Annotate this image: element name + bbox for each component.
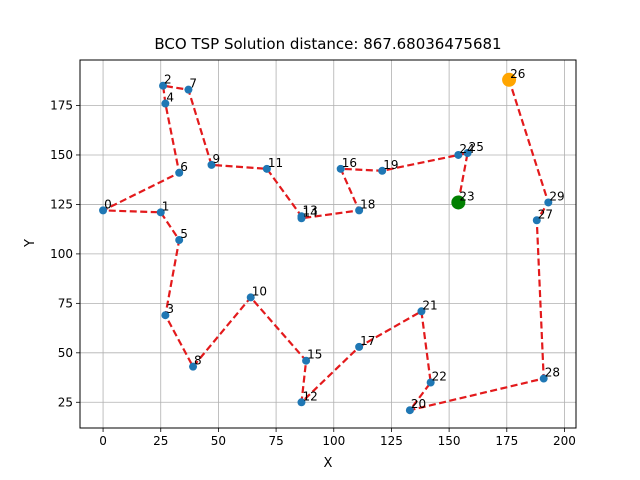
chart-title: BCO TSP Solution distance: 867.680364756… <box>154 35 501 53</box>
city-point-11 <box>262 164 271 173</box>
city-label-12: 12 <box>302 389 317 403</box>
x-axis-ticks: 0 25 50 75 100 125 150 175 200 <box>99 428 576 448</box>
city-label-28: 28 <box>545 366 560 380</box>
city-label-2: 2 <box>164 73 172 87</box>
y-tick-label: 175 <box>50 99 73 113</box>
city-label-6: 6 <box>180 160 188 174</box>
city-point-17 <box>355 342 364 351</box>
city-label-16: 16 <box>342 156 357 170</box>
city-label-14: 14 <box>302 205 317 219</box>
city-label-29: 29 <box>549 189 564 203</box>
y-axis-ticks: 25 50 75 100 125 150 175 <box>50 99 80 409</box>
city-label-0: 0 <box>104 197 112 211</box>
x-axis-label: X <box>324 456 333 471</box>
city-point-21 <box>417 307 426 316</box>
route-line <box>101 79 550 412</box>
city-label-4: 4 <box>166 91 174 105</box>
city-point-0 <box>99 206 108 215</box>
city-label-7: 7 <box>189 77 197 91</box>
city-point-25 <box>463 148 472 157</box>
x-tick-label: 125 <box>380 434 403 448</box>
city-label-18: 18 <box>360 197 375 211</box>
city-label-3: 3 <box>166 302 174 316</box>
y-tick-label: 100 <box>50 247 73 261</box>
city-label-5: 5 <box>180 227 188 241</box>
city-point-22 <box>426 378 435 387</box>
city-point-8 <box>189 362 198 371</box>
city-point-15 <box>302 356 311 365</box>
city-label-1: 1 <box>162 199 170 213</box>
end-city-marker <box>502 72 517 87</box>
y-axis-label: Y <box>23 239 38 248</box>
city-point-16 <box>336 164 345 173</box>
city-point-20 <box>405 406 414 415</box>
x-tick-label: 150 <box>438 434 461 448</box>
x-tick-label: 0 <box>99 434 107 448</box>
y-tick-label: 125 <box>50 197 73 211</box>
city-point-12 <box>297 398 306 407</box>
y-tick-label: 75 <box>58 296 73 310</box>
city-label-17: 17 <box>360 334 375 348</box>
city-point-19 <box>378 166 387 175</box>
city-label-22: 22 <box>432 369 447 383</box>
y-tick-label: 50 <box>58 346 73 360</box>
city-label-19: 19 <box>383 158 398 172</box>
city-point-7 <box>184 85 193 94</box>
city-point-6 <box>175 168 184 177</box>
city-point-27 <box>532 216 541 225</box>
city-points <box>99 72 553 415</box>
city-point-14 <box>297 214 306 223</box>
city-label-23: 23 <box>459 189 474 203</box>
city-label-10: 10 <box>252 284 267 298</box>
city-label-20: 20 <box>411 397 426 411</box>
city-point-28 <box>539 374 548 383</box>
city-label-15: 15 <box>307 348 322 362</box>
start-city-marker <box>451 195 466 210</box>
grid <box>80 60 576 428</box>
city-point-9 <box>207 160 216 169</box>
x-tick-label: 200 <box>553 434 576 448</box>
city-labels: 0 123456789101112131415161718192021222324… <box>104 67 565 411</box>
city-point-2 <box>159 81 168 90</box>
x-tick-label: 175 <box>495 434 518 448</box>
city-label-8: 8 <box>194 354 202 368</box>
city-point-5 <box>175 236 184 245</box>
city-label-24: 24 <box>459 142 474 156</box>
city-point-24 <box>454 150 463 159</box>
x-tick-label: 25 <box>153 434 168 448</box>
y-tick-label: 150 <box>50 148 73 162</box>
x-tick-label: 75 <box>268 434 283 448</box>
city-label-26: 26 <box>510 67 525 81</box>
plot-area-frame <box>79 59 577 429</box>
city-point-10 <box>246 293 255 302</box>
y-tick-label: 25 <box>58 395 73 409</box>
x-tick-label: 50 <box>211 434 226 448</box>
city-label-21: 21 <box>422 298 437 312</box>
x-tick-label: 100 <box>322 434 345 448</box>
city-label-25: 25 <box>469 140 484 154</box>
city-label-27: 27 <box>538 207 553 221</box>
route <box>101 79 550 412</box>
city-label-9: 9 <box>212 152 220 166</box>
city-point-18 <box>355 206 364 215</box>
city-label-11: 11 <box>268 156 283 170</box>
city-point-3 <box>161 311 170 320</box>
city-point-1 <box>156 208 165 217</box>
city-label-13: 13 <box>302 203 317 217</box>
city-point-4 <box>161 99 170 108</box>
city-point-29 <box>544 198 553 207</box>
